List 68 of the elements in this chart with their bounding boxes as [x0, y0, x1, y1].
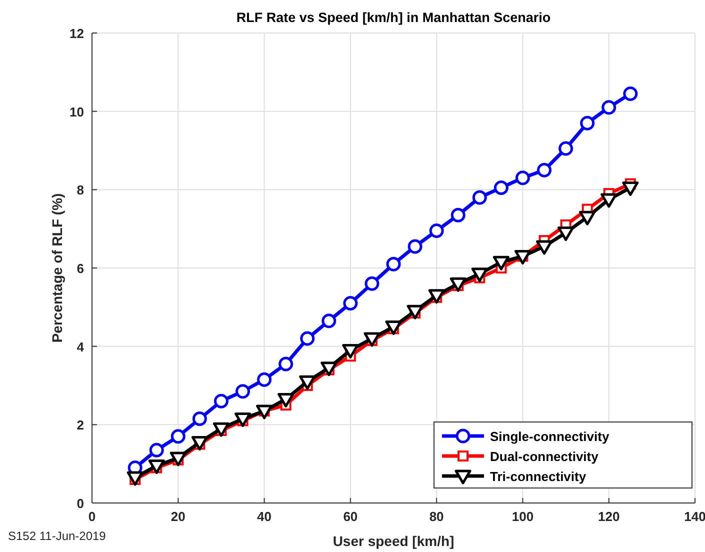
x-tick-label: 20 [170, 509, 186, 524]
point [192, 412, 207, 426]
point [212, 422, 230, 437]
point [536, 240, 552, 255]
y-tick-label: 12 [70, 26, 84, 41]
chart-title: RLF Rate vs Speed [km/h] in Manhattan Scenario [236, 10, 551, 25]
point [450, 208, 466, 222]
point [602, 100, 616, 115]
y-tick-label: 6 [76, 261, 84, 276]
point [214, 394, 228, 408]
point [471, 268, 488, 282]
x-tick-label: 0 [88, 509, 96, 524]
point [236, 384, 250, 399]
y-tick-label: 4 [76, 339, 85, 354]
x-tick-label: 100 [512, 509, 534, 524]
y-tick-label: 0 [76, 496, 84, 511]
point [342, 344, 359, 358]
point [580, 116, 595, 130]
point [278, 392, 294, 408]
point [406, 304, 424, 320]
x-tick-label: 80 [429, 509, 444, 524]
point [558, 141, 574, 156]
point [148, 460, 165, 474]
x-axis-title: User speed [km/h] [332, 533, 454, 549]
text: S152 11-Jun-2019 [8, 529, 106, 543]
point [126, 471, 144, 486]
point [364, 276, 380, 291]
point [149, 442, 164, 458]
x-tick-label: 120 [598, 509, 620, 524]
point [300, 331, 315, 346]
point [278, 356, 294, 372]
point [492, 256, 510, 270]
point [429, 224, 444, 238]
point [428, 289, 445, 304]
point [600, 193, 618, 208]
point [408, 239, 422, 254]
point [622, 181, 639, 196]
point [364, 332, 380, 347]
point [450, 277, 466, 292]
point [623, 86, 638, 101]
legend-label: Single-connectivity [490, 429, 610, 444]
legend-label: Dual-connectivity [490, 449, 600, 464]
point [537, 162, 552, 178]
point [170, 429, 186, 444]
point [515, 170, 530, 186]
point [257, 372, 272, 387]
point [494, 180, 508, 195]
point [256, 404, 273, 420]
point [514, 250, 531, 264]
point [385, 320, 402, 335]
legend-label: Tri-connectivity [490, 469, 587, 484]
x-tick-label: 60 [343, 509, 358, 524]
y-tick-label: 2 [76, 418, 84, 433]
point [386, 256, 401, 272]
point [320, 362, 338, 376]
point [472, 190, 487, 205]
y-axis-title: Percentage of RLF (%) [49, 193, 65, 343]
point [191, 436, 208, 451]
x-tick-label: 140 [684, 509, 705, 524]
point [343, 296, 358, 310]
point [322, 314, 336, 328]
point [558, 226, 574, 241]
x-tick-label: 40 [257, 509, 272, 524]
y-tick-label: 10 [70, 104, 84, 120]
point [299, 375, 316, 390]
point [579, 210, 596, 226]
y-tick-label: 8 [76, 182, 84, 198]
point [170, 452, 186, 466]
